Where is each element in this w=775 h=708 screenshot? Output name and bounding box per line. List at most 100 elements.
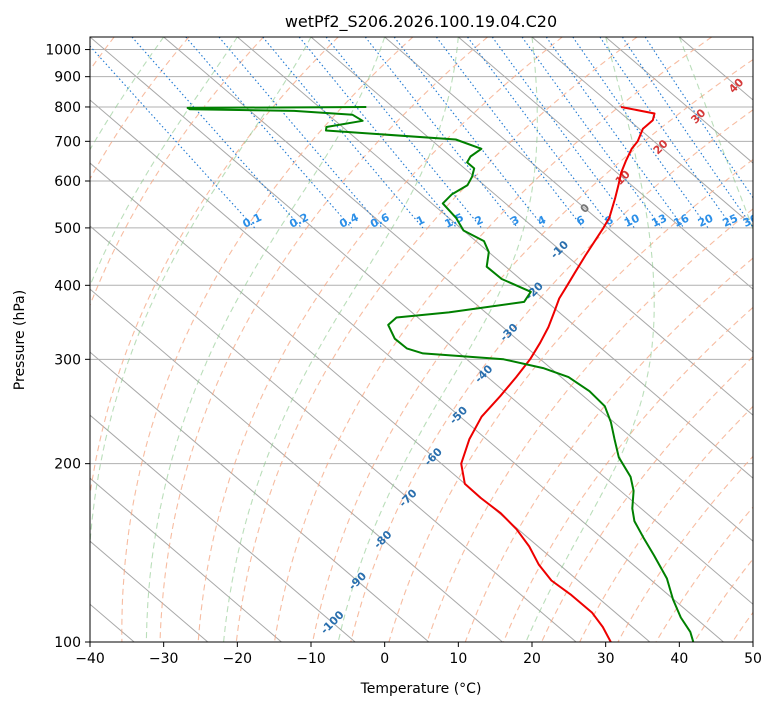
isotherm-label: -10: [548, 238, 571, 261]
y-tick-label: 200: [54, 457, 81, 473]
y-tick-label: 800: [54, 100, 81, 116]
dry-adiabat: [426, 208, 753, 642]
isotherm-line: [90, 99, 724, 642]
mixing-ratio-line: [621, 37, 753, 229]
dry-adiabat: [350, 109, 753, 642]
x-tick-label: 30: [597, 651, 615, 667]
mixing-ratio-line: [521, 37, 663, 229]
mixing-ratio-line: [364, 37, 519, 229]
x-tick-label: 50: [744, 651, 762, 667]
mixing-ratio-line: [131, 37, 302, 229]
isotherm-label: 30: [688, 106, 708, 126]
mixing-ratio-line: [644, 37, 753, 199]
y-tick-label: 1000: [45, 43, 81, 59]
mixing-ratio-label: 2: [473, 213, 485, 228]
x-tick-label: 0: [380, 651, 389, 667]
y-axis-ticks: 100 200 300 400 500 600 700 800 900 1000: [45, 43, 90, 651]
mixing-ratio-line: [393, 37, 545, 229]
x-axis-label: Temperature (°C): [360, 681, 482, 697]
mixing-ratio-line: [90, 45, 256, 229]
dry-adiabat-lines: [90, 37, 775, 642]
isotherm-line: [90, 351, 430, 642]
isotherm-label: 20: [651, 137, 671, 157]
mixing-ratio-lines: [90, 37, 753, 229]
dry-adiabat: [464, 257, 753, 642]
dry-adiabat: [235, 37, 638, 642]
mixing-ratio-label: 13: [650, 212, 669, 230]
y-tick-label: 100: [54, 635, 81, 651]
dry-adiabat: [579, 405, 753, 642]
isotherm-line: [90, 37, 753, 605]
x-tick-label: −40: [75, 651, 105, 667]
plot-area: 0.1 0.2 0.4 0.6 1 1.5 2 3 4 6 8 10 13 16 20 25 30 36 -100…: [0, 37, 775, 642]
isotherm-line: [90, 225, 577, 642]
x-tick-label: 40: [670, 651, 688, 667]
isotherm-line: [90, 162, 651, 642]
dry-adiabat: [693, 558, 753, 642]
isotherm-line: [458, 37, 753, 290]
chart-title: wetPf2_S206.2026.100.19.04.C20: [285, 12, 557, 32]
dry-adiabat: [273, 37, 713, 642]
moist-adiabat: [90, 37, 238, 288]
mixing-ratio-line: [572, 37, 709, 229]
moist-adiabat: [223, 37, 459, 642]
x-tick-label: 20: [523, 651, 541, 667]
y-tick-label: 900: [54, 70, 81, 86]
isotherm-line: [237, 37, 753, 479]
y-axis-label: Pressure (hPa): [12, 290, 28, 390]
mixing-ratio-label: 16: [672, 211, 692, 229]
isotherm-label: -50: [447, 404, 470, 427]
mixing-ratio-line: [218, 37, 383, 229]
y-tick-label: 300: [54, 352, 81, 368]
isotherm-label: -70: [396, 486, 419, 509]
plot-frame: [89, 36, 754, 643]
mixing-ratio-line: [185, 37, 352, 229]
x-tick-label: −20: [223, 651, 253, 667]
dry-adiabat: [90, 37, 190, 180]
y-tick-label: 500: [54, 221, 81, 237]
dewpoint-line: [186, 106, 695, 642]
dry-adiabat: [771, 37, 775, 642]
isotherm-lines: [0, 37, 753, 642]
mixing-ratio-label: 1: [414, 213, 426, 228]
y-tick-label: 600: [54, 174, 81, 190]
isotherm-label: -30: [497, 321, 520, 344]
mixing-ratio-label: 4: [536, 213, 549, 228]
mixing-ratio-label: 25: [721, 212, 740, 230]
dry-adiabat: [312, 58, 753, 642]
mixing-ratio-line: [545, 37, 685, 229]
mixing-ratio-line: [298, 37, 458, 229]
x-tick-label: −30: [149, 651, 179, 667]
mixing-ratio-label: 30: [741, 211, 761, 229]
profile-series: [186, 106, 695, 642]
moist-adiabat: [145, 37, 386, 642]
isotherm-label: -100: [318, 608, 347, 637]
dry-adiabat: [388, 158, 753, 642]
dry-adiabat: [121, 37, 414, 642]
moist-adiabat: [90, 37, 165, 151]
dry-adiabat: [541, 356, 753, 642]
dry-adiabat: [655, 506, 753, 642]
y-tick-label: 700: [54, 134, 81, 150]
mixing-ratio-line: [491, 37, 635, 229]
isotherm-line: [531, 37, 753, 227]
isotherm-label: 40: [726, 76, 746, 96]
x-tick-label: 10: [449, 651, 467, 667]
isotherm-line: [90, 288, 503, 642]
moist-adiabat: [525, 37, 655, 642]
isotherm-line: [90, 477, 282, 642]
mixing-ratio-label: 36: [762, 211, 775, 229]
mixing-ratio-line: [325, 37, 482, 229]
mixing-ratio-label: 10: [622, 211, 642, 229]
isotherm-line: [679, 37, 753, 101]
mixing-ratio-line: [467, 37, 613, 229]
isotherm-label: -90: [346, 569, 369, 592]
isotherm-line: [384, 37, 753, 353]
isotherm-label: -40: [472, 362, 495, 385]
x-tick-label: −10: [296, 651, 326, 667]
isotherm-line: [90, 414, 356, 642]
isotherm-line: [0, 37, 60, 642]
moist-adiabat-lines: [90, 37, 753, 642]
isotherm-line: [605, 37, 753, 164]
